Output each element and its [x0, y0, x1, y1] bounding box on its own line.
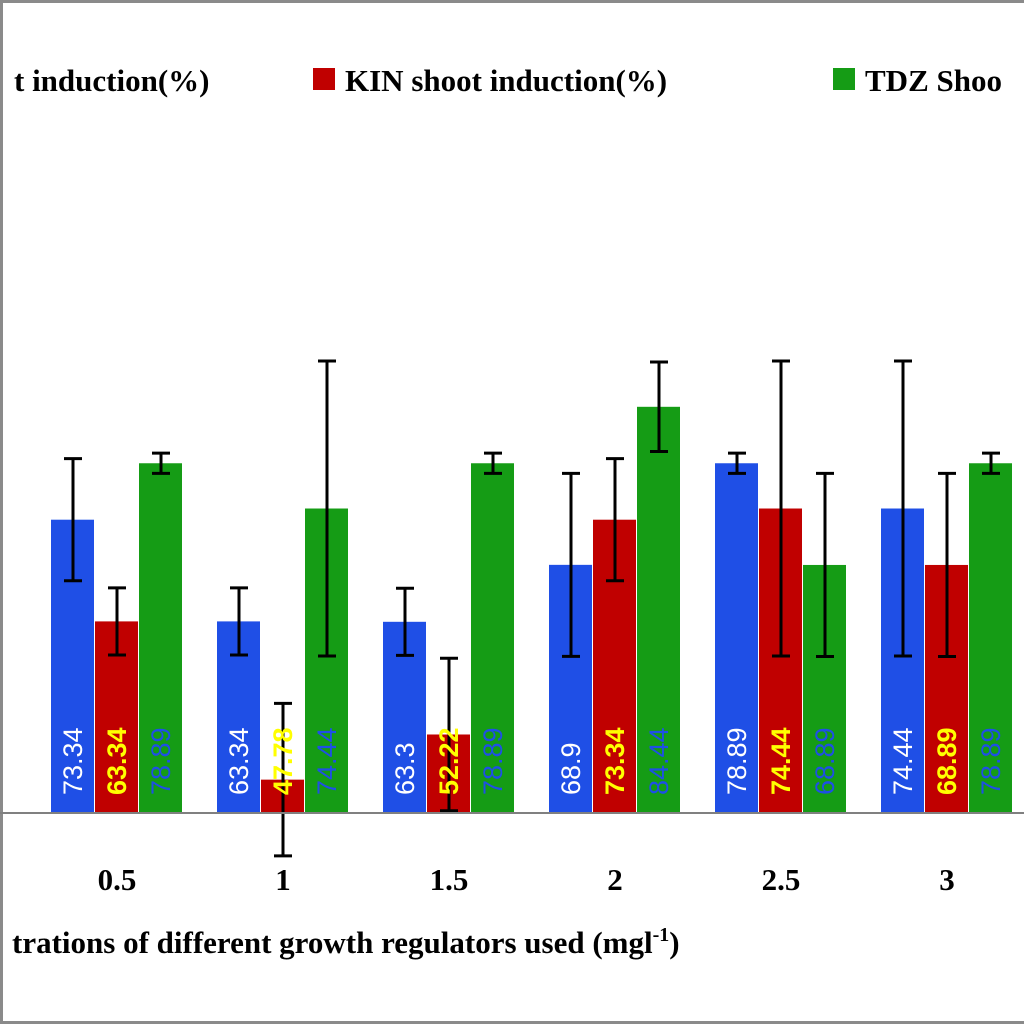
x-tick-label-5: 3 [939, 862, 955, 897]
legend-label-series-1: t induction(%) [14, 63, 210, 98]
data-label-series-3-cat-4: 68.89 [810, 727, 840, 795]
x-axis-label: trations of different growth regulators … [12, 924, 680, 960]
legend-label-series-2: KIN shoot induction(%) [345, 63, 667, 98]
plot-area: 73.34 63.34 78.89 63.34 47.78 74.44 63.3 52.22 7… [51, 359, 1012, 858]
x-tick-label-2: 1.5 [430, 862, 469, 897]
bar-series-3-cat-2 [471, 463, 514, 813]
bar-series-3-cat-3 [637, 406, 680, 813]
x-tick-label-3: 2 [607, 862, 623, 897]
data-label-series-3-cat-0: 78.89 [146, 727, 176, 795]
data-label-series-3-cat-2: 78.89 [478, 727, 508, 795]
x-tick-label-0: 0.5 [98, 862, 137, 897]
legend-label-series-3: TDZ Shoo [865, 63, 1002, 98]
data-label-series-2-cat-4: 74.44 [766, 727, 796, 795]
data-label-series-1-cat-4: 78.89 [722, 727, 752, 795]
x-tick-label-4: 2.5 [762, 862, 801, 897]
data-label-series-1-cat-5: 74.44 [888, 727, 918, 795]
x-tick-labels: 0.5 1 1.5 2 2.5 3 [98, 862, 955, 897]
data-label-series-2-cat-5: 68.89 [932, 727, 962, 795]
data-label-series-1-cat-2: 63.3 [390, 742, 420, 795]
bar-series-3-cat-5 [969, 463, 1012, 813]
bar-series-1-cat-4 [715, 463, 758, 813]
legend-swatch-series-2 [313, 68, 335, 90]
legend: t induction(%) KIN shoot induction(%) TD… [14, 63, 1002, 98]
data-label-series-2-cat-1: 47.78 [268, 727, 298, 795]
data-label-series-2-cat-3: 73.34 [600, 727, 630, 795]
data-label-series-1-cat-0: 73.34 [58, 727, 88, 795]
x-tick-label-1: 1 [275, 862, 291, 897]
data-label-series-3-cat-1: 74.44 [312, 727, 342, 795]
data-label-series-2-cat-0: 63.34 [102, 727, 132, 795]
data-label-series-1-cat-3: 68.9 [556, 742, 586, 795]
data-label-series-2-cat-2: 52.22 [434, 727, 464, 795]
data-label-series-1-cat-1: 63.34 [224, 727, 254, 795]
legend-swatch-series-3 [833, 68, 855, 90]
data-label-series-3-cat-3: 84.44 [644, 727, 674, 795]
bar-series-3-cat-0 [139, 463, 182, 813]
data-label-series-3-cat-5: 78.89 [976, 727, 1006, 795]
